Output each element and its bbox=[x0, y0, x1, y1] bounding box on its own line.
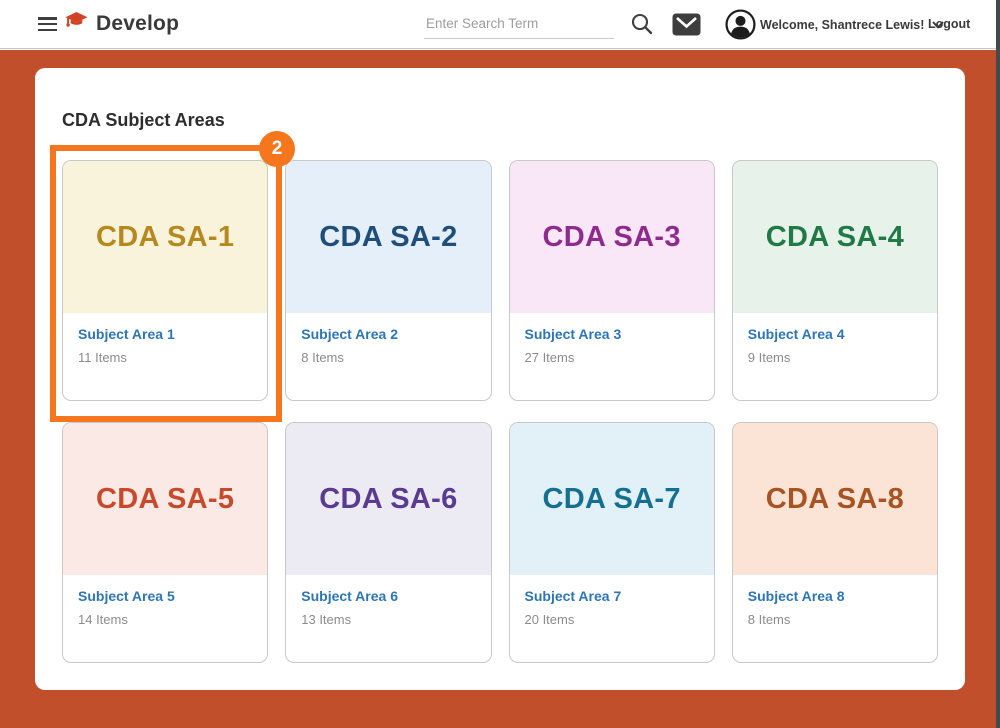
subject-area-card-header: CDA SA-1 bbox=[63, 161, 268, 313]
subject-area-code: CDA SA-7 bbox=[542, 482, 681, 515]
subject-area-item-count: 8 Items bbox=[301, 350, 344, 365]
subject-area-card-body: Subject Area 7 20 Items bbox=[510, 575, 714, 640]
subject-area-code: CDA SA-5 bbox=[95, 482, 235, 515]
subject-area-link[interactable]: Subject Area 3 bbox=[524, 326, 622, 342]
subject-area-grid: CDA SA-1 Subject Area 1 11 Items CDA SA-… bbox=[62, 160, 938, 663]
welcome-text: Welcome, Shantrece Lewis! bbox=[760, 17, 925, 32]
subject-area-card-header: CDA SA-5 bbox=[63, 423, 268, 575]
user-menu[interactable]: Welcome, Shantrece Lewis! bbox=[760, 17, 945, 32]
subject-area-item-count: 13 Items bbox=[301, 612, 352, 627]
subject-area-card-header: CDA SA-2 bbox=[286, 161, 491, 313]
subject-area-link[interactable]: Subject Area 6 bbox=[301, 588, 398, 604]
subject-area-card-body: Subject Area 4 9 Items bbox=[733, 313, 937, 378]
subject-area-link[interactable]: Subject Area 5 bbox=[78, 588, 175, 604]
subject-area-card[interactable]: CDA SA-3 Subject Area 3 27 Items bbox=[508, 160, 715, 401]
subject-area-item-count: 8 Items bbox=[747, 612, 791, 627]
subject-area-card[interactable]: CDA SA-2 Subject Area 2 8 Items bbox=[285, 160, 492, 401]
subject-area-item-count: 27 Items bbox=[524, 350, 575, 365]
subject-area-card-header: CDA SA-4 bbox=[732, 161, 937, 313]
subject-area-card-header: CDA SA-3 bbox=[509, 161, 714, 313]
subject-area-card-header: CDA SA-8 bbox=[732, 423, 937, 575]
search-input[interactable] bbox=[424, 10, 614, 39]
mail-icon[interactable] bbox=[672, 13, 701, 41]
subject-area-card-body: Subject Area 8 8 Items bbox=[733, 575, 937, 640]
subject-area-link[interactable]: Subject Area 2 bbox=[301, 326, 398, 342]
subject-area-card-body: Subject Area 6 13 Items bbox=[286, 575, 490, 640]
app-logo[interactable]: Develop bbox=[64, 9, 179, 38]
chevron-down-icon bbox=[932, 18, 945, 32]
subject-area-card-body: Subject Area 5 14 Items bbox=[63, 575, 267, 640]
subject-area-card[interactable]: CDA SA-5 Subject Area 5 14 Items bbox=[62, 422, 269, 663]
page-title: CDA Subject Areas bbox=[62, 110, 225, 130]
subject-area-card[interactable]: CDA SA-4 Subject Area 4 9 Items bbox=[731, 160, 938, 401]
brand-name: Develop bbox=[96, 11, 180, 35]
top-navigation-bar: Develop Welcome, Shantrece Lewis! Logou bbox=[0, 0, 1000, 49]
user-avatar[interactable] bbox=[725, 9, 756, 45]
right-edge-strip bbox=[996, 0, 1000, 728]
subject-area-code: CDA SA-6 bbox=[319, 482, 458, 515]
subject-area-card-body: Subject Area 3 27 Items bbox=[510, 313, 714, 378]
workspace-background: CDA Subject Areas CDA SA-1 Subject Area … bbox=[0, 50, 1000, 728]
subject-area-card-body: Subject Area 2 8 Items bbox=[286, 313, 490, 378]
logout-link[interactable]: Logout bbox=[928, 17, 971, 31]
subject-area-item-count: 11 Items bbox=[78, 350, 127, 365]
subject-area-link[interactable]: Subject Area 4 bbox=[747, 326, 845, 342]
subject-area-card-header: CDA SA-7 bbox=[509, 423, 714, 575]
subject-area-code: CDA SA-2 bbox=[319, 220, 458, 253]
subject-area-card[interactable]: CDA SA-7 Subject Area 7 20 Items bbox=[508, 422, 715, 663]
subject-area-code: CDA SA-4 bbox=[765, 220, 905, 253]
hamburger-menu-icon[interactable] bbox=[38, 17, 57, 32]
subject-area-item-count: 20 Items bbox=[524, 612, 575, 627]
subject-area-item-count: 14 Items bbox=[78, 612, 128, 627]
subject-area-card[interactable]: CDA SA-8 Subject Area 8 8 Items bbox=[731, 422, 938, 663]
subject-area-item-count: 9 Items bbox=[747, 350, 791, 365]
subject-area-code: CDA SA-8 bbox=[765, 482, 905, 515]
subject-area-card[interactable]: CDA SA-6 Subject Area 6 13 Items bbox=[285, 422, 492, 663]
search-icon[interactable] bbox=[630, 12, 654, 41]
content-panel: CDA Subject Areas CDA SA-1 Subject Area … bbox=[35, 68, 965, 690]
subject-area-link[interactable]: Subject Area 7 bbox=[524, 588, 622, 604]
subject-area-card[interactable]: CDA SA-1 Subject Area 1 11 Items bbox=[62, 160, 269, 401]
subject-area-code: CDA SA-1 bbox=[95, 220, 235, 253]
subject-area-link[interactable]: Subject Area 8 bbox=[747, 588, 845, 604]
subject-area-link[interactable]: Subject Area 1 bbox=[78, 326, 175, 342]
subject-area-code: CDA SA-3 bbox=[542, 220, 681, 253]
graduation-cap-icon bbox=[64, 9, 89, 38]
subject-area-card-body: Subject Area 1 11 Items bbox=[63, 313, 267, 378]
subject-area-card-header: CDA SA-6 bbox=[286, 423, 491, 575]
